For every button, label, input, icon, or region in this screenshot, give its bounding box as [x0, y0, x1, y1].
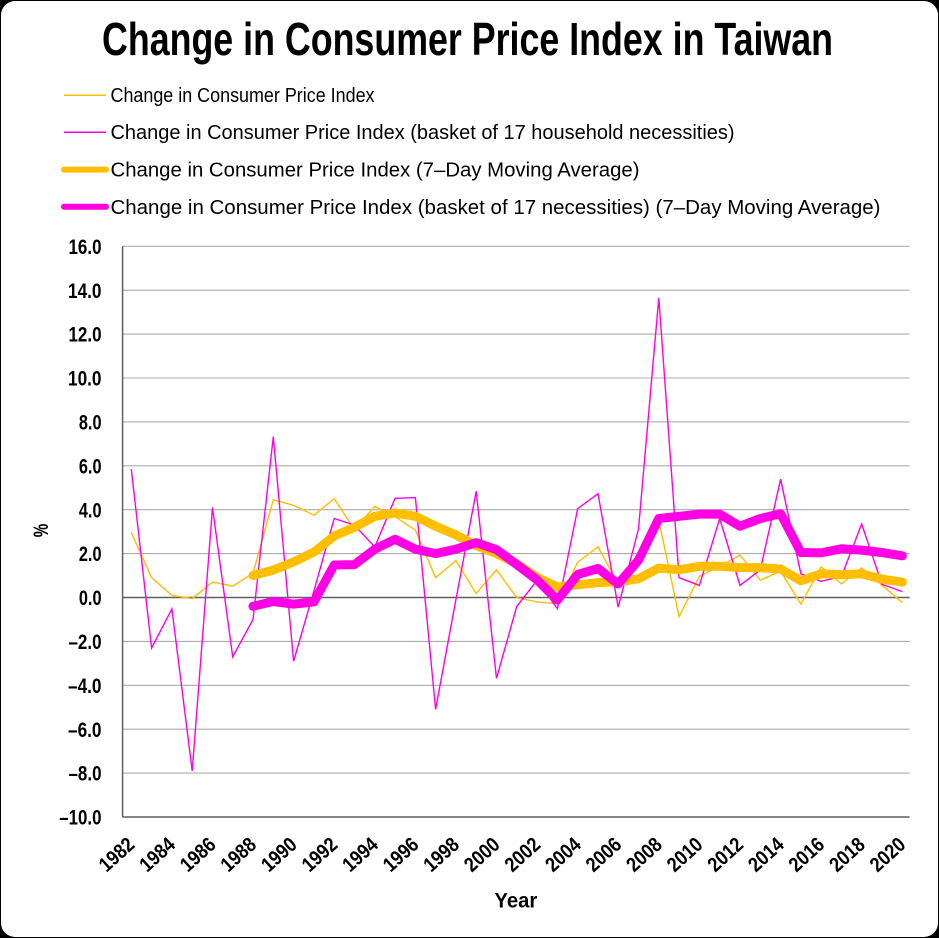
svg-text:–4.0: –4.0: [68, 675, 102, 698]
svg-text:–2.0: –2.0: [69, 631, 102, 654]
svg-text:1998: 1998: [419, 833, 464, 877]
svg-text:%: %: [30, 524, 53, 538]
svg-text:2000: 2000: [460, 833, 505, 877]
svg-text:2016: 2016: [784, 833, 829, 877]
svg-text:4.0: 4.0: [79, 499, 102, 522]
svg-text:16.0: 16.0: [69, 236, 102, 259]
svg-text:2.0: 2.0: [79, 543, 102, 566]
svg-text:1984: 1984: [135, 833, 180, 877]
svg-text:1988: 1988: [216, 833, 261, 877]
svg-text:2020: 2020: [866, 833, 911, 877]
svg-text:1990: 1990: [257, 833, 302, 877]
svg-text:8.0: 8.0: [79, 412, 102, 435]
svg-text:1996: 1996: [379, 833, 424, 877]
svg-text:Change in Consumer Price Index: Change in Consumer Price Index (7–Day Mo…: [111, 160, 640, 182]
svg-text:1982: 1982: [95, 833, 140, 877]
svg-text:2006: 2006: [581, 833, 626, 877]
svg-text:2012: 2012: [703, 833, 748, 877]
svg-text:10.0: 10.0: [68, 368, 102, 391]
svg-text:2002: 2002: [500, 833, 545, 877]
svg-text:Change in Consumer Price Index: Change in Consumer Price Index (basket o…: [111, 122, 735, 144]
svg-text:6.0: 6.0: [79, 455, 102, 478]
svg-text:Change in Consumer Price Index: Change in Consumer Price Index in Taiwan: [102, 13, 833, 65]
svg-text:2004: 2004: [541, 833, 586, 877]
svg-text:0.0: 0.0: [79, 587, 102, 610]
svg-text:Change in Consumer Price Index: Change in Consumer Price Index (basket o…: [111, 197, 881, 219]
svg-text:–8.0: –8.0: [69, 763, 102, 786]
svg-text:2014: 2014: [744, 833, 789, 877]
svg-text:Year: Year: [495, 889, 538, 913]
svg-text:12.0: 12.0: [69, 324, 102, 347]
svg-text:1992: 1992: [297, 833, 342, 877]
svg-text:Change in Consumer Price Index: Change in Consumer Price Index: [111, 85, 375, 107]
svg-text:–10.0: –10.0: [59, 807, 101, 830]
svg-text:–6.0: –6.0: [68, 719, 102, 742]
svg-text:14.0: 14.0: [68, 280, 102, 303]
svg-text:1986: 1986: [176, 833, 221, 877]
svg-text:2018: 2018: [825, 833, 870, 877]
svg-text:1994: 1994: [338, 833, 383, 877]
svg-text:2008: 2008: [622, 833, 667, 877]
svg-text:2010: 2010: [663, 833, 708, 877]
